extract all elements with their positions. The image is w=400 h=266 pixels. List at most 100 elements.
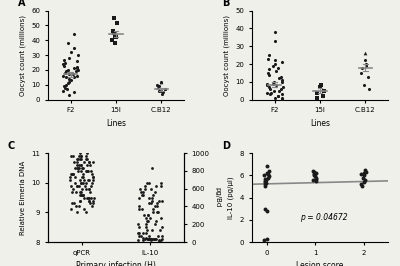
Point [140, 189, 146, 194]
Point [264, 71, 271, 75]
Point [76, 166, 82, 170]
Point [78, 175, 85, 179]
Point [270, 80, 277, 84]
Point [149, 198, 155, 203]
Point [86, 201, 93, 206]
Point [72, 175, 78, 179]
Point [71, 66, 77, 71]
Point [72, 166, 78, 170]
Point [83, 210, 89, 214]
Point [85, 160, 92, 164]
Point [75, 169, 81, 173]
Point [76, 154, 82, 158]
Point [279, 78, 285, 82]
Point [158, 92, 165, 96]
Point [59, 89, 66, 93]
Point [89, 172, 95, 176]
Point [264, 81, 270, 86]
Point [276, 89, 282, 93]
Point [142, 237, 148, 241]
Point [158, 238, 165, 242]
Point [143, 235, 149, 240]
Point [362, 168, 369, 172]
Point [159, 198, 165, 203]
Point [77, 189, 83, 194]
Point [144, 228, 150, 232]
Point [60, 62, 66, 66]
Point [78, 181, 84, 185]
Point [70, 186, 76, 191]
Text: p = 0.04672: p = 0.04672 [300, 213, 347, 222]
Point [264, 172, 271, 176]
Point [74, 184, 80, 188]
Point [155, 210, 161, 214]
Point [145, 219, 152, 223]
X-axis label: Lines: Lines [310, 119, 330, 128]
Point [317, 85, 323, 89]
Point [86, 178, 92, 182]
Point [149, 207, 156, 211]
Point [90, 175, 96, 179]
Point [74, 66, 80, 71]
Point [263, 236, 270, 241]
Point [84, 169, 90, 173]
Point [263, 209, 270, 213]
Point [71, 90, 78, 94]
Point [147, 216, 154, 221]
Point [152, 204, 159, 209]
Point [266, 73, 272, 77]
Point [148, 201, 154, 206]
Point [143, 225, 150, 229]
Point [142, 231, 149, 235]
Point [86, 186, 92, 191]
Point [264, 90, 270, 95]
Point [158, 80, 164, 84]
Point [111, 16, 117, 20]
Point [158, 89, 165, 93]
Point [68, 154, 74, 158]
Point [145, 237, 151, 241]
Point [318, 83, 324, 88]
Point [266, 87, 273, 91]
Point [135, 222, 142, 226]
Point [268, 90, 274, 95]
Point [363, 64, 369, 68]
Point [78, 169, 84, 173]
Point [88, 169, 94, 173]
Point [64, 87, 71, 92]
Point [62, 83, 69, 87]
Point [79, 181, 86, 185]
Point [139, 207, 146, 211]
Point [77, 178, 83, 182]
Point [83, 154, 89, 158]
Point [87, 163, 94, 167]
Point [77, 193, 83, 197]
Point [75, 53, 81, 57]
Point [149, 166, 156, 170]
Point [266, 85, 272, 89]
Point [158, 181, 164, 185]
Point [74, 184, 80, 188]
Point [84, 163, 90, 167]
Point [363, 170, 369, 174]
Point [68, 184, 74, 188]
Point [360, 175, 366, 180]
Point [60, 74, 66, 78]
Point [64, 41, 71, 45]
Y-axis label: Oocyst count (millions): Oocyst count (millions) [19, 15, 26, 96]
Point [68, 172, 74, 176]
Point [77, 157, 83, 161]
Y-axis label: Relative Eimeria DNA: Relative Eimeria DNA [20, 160, 26, 235]
Point [265, 169, 272, 173]
Point [72, 204, 79, 209]
Point [79, 193, 85, 197]
Point [155, 234, 161, 238]
Point [66, 175, 73, 179]
Point [74, 163, 80, 167]
Point [154, 210, 160, 214]
Point [65, 81, 71, 85]
Point [277, 87, 284, 91]
Point [79, 172, 86, 176]
Point [87, 196, 94, 200]
Point [156, 198, 162, 203]
